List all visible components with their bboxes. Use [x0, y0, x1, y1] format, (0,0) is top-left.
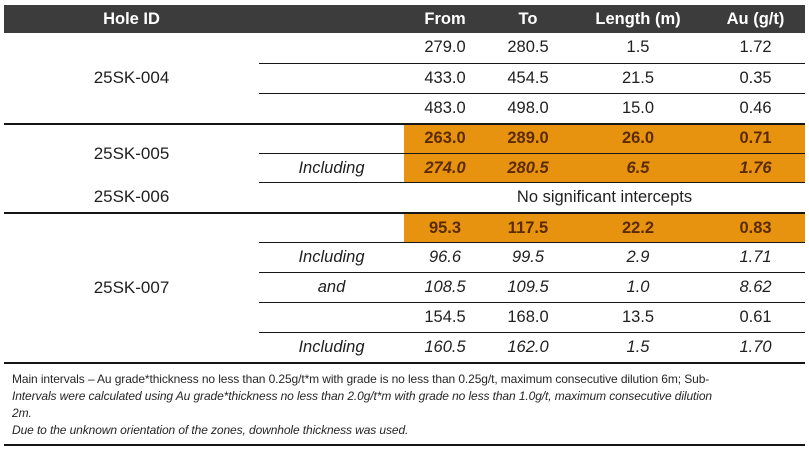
cell-au: 1.72 — [739, 38, 772, 57]
cell-from-highlighted: 95.3 — [404, 212, 486, 243]
cell-from: 160.5 — [404, 331, 486, 362]
spacer-cell — [259, 122, 404, 153]
cell-from: 108.5 — [404, 272, 486, 302]
cell-au-highlighted: 1.76 — [706, 152, 805, 183]
cell-au: 8.62 — [706, 272, 805, 302]
cell-length: 1.5 — [626, 38, 650, 57]
cell-length-highlighted: 26.0 — [570, 122, 706, 153]
cell-to: 99.5 — [486, 242, 570, 272]
cell-au-highlighted: 0.83 — [706, 212, 805, 243]
cell-to: 498.0 — [486, 92, 570, 123]
column-header-to: To — [486, 5, 570, 33]
cell-au: 1.70 — [706, 331, 805, 362]
footnote-line-3: 2m. — [12, 406, 32, 420]
cell-length-highlighted: 22.2 — [570, 212, 706, 243]
drill-results-table: Hole ID From To Length (m) Au (g/t) 25SK… — [4, 5, 805, 362]
footnote-line-2: Intervals were calculated using Au grade… — [12, 389, 712, 403]
cell-to: 109.5 — [486, 272, 570, 302]
spacer-cell — [259, 212, 404, 242]
cell-from-highlighted: 274.0 — [404, 152, 486, 183]
column-header-spacer — [259, 5, 404, 33]
cell-au: 0.35 — [706, 62, 805, 93]
qualifier-including: Including — [259, 242, 404, 272]
no-intercepts-note: No significant intercepts — [404, 182, 805, 212]
cell-from: 483.0 — [404, 92, 486, 123]
hole-id-25SK-005: 25SK-005 — [4, 122, 259, 183]
spacer-cell — [259, 182, 404, 212]
cell-from-highlighted: 263.0 — [404, 122, 486, 153]
cell-to: 454.5 — [486, 62, 570, 93]
column-header-hole-id: Hole ID — [4, 5, 259, 33]
cell-au: 0.46 — [706, 92, 805, 123]
qualifier-including: Including — [259, 331, 404, 362]
cell-length: 15.0 — [570, 92, 706, 123]
cell-to-highlighted: 289.0 — [486, 122, 570, 153]
column-header-from: From — [404, 5, 486, 33]
qualifier-and: and — [259, 272, 404, 302]
cell-from: 279.0 — [424, 38, 466, 57]
hole-id-25SK-006: 25SK-006 — [93, 187, 170, 207]
hole-id-25SK-004: 25SK-004 — [93, 67, 170, 87]
cell-to-highlighted: 280.5 — [486, 152, 570, 183]
hole-id-25SK-007: 25SK-007 — [4, 212, 259, 361]
cell-to: 168.0 — [486, 302, 570, 332]
footnote-line-4: Due to the unknown orientation of the zo… — [12, 423, 409, 437]
column-header-length: Length (m) — [570, 5, 706, 33]
footnotes: Main intervals – Au grade*thickness no l… — [4, 362, 805, 439]
column-header-au: Au (g/t) — [706, 5, 805, 33]
cell-length: 1.0 — [570, 272, 706, 302]
bottom-border-line — [4, 444, 805, 446]
cell-au: 1.71 — [706, 242, 805, 272]
cell-length: 13.5 — [570, 302, 706, 332]
spacer-cell — [259, 92, 404, 123]
spacer-cell — [259, 62, 404, 93]
cell-length: 21.5 — [570, 62, 706, 93]
footnote-line-1: Main intervals – Au grade*thickness no l… — [12, 372, 710, 386]
spacer-cell — [259, 302, 404, 332]
cell-from: 96.6 — [404, 242, 486, 272]
cell-from: 154.5 — [404, 302, 486, 332]
cell-length: 1.5 — [570, 331, 706, 362]
cell-au: 0.61 — [706, 302, 805, 332]
cell-length: 2.9 — [570, 242, 706, 272]
cell-to-highlighted: 117.5 — [486, 212, 570, 243]
cell-to: 280.5 — [507, 38, 549, 57]
cell-from: 433.0 — [404, 62, 486, 93]
spacer-cell — [259, 33, 404, 63]
cell-to: 162.0 — [486, 331, 570, 362]
cell-au-highlighted: 0.71 — [706, 122, 805, 153]
cell-length-highlighted: 6.5 — [570, 152, 706, 183]
qualifier-including: Including — [259, 152, 404, 183]
